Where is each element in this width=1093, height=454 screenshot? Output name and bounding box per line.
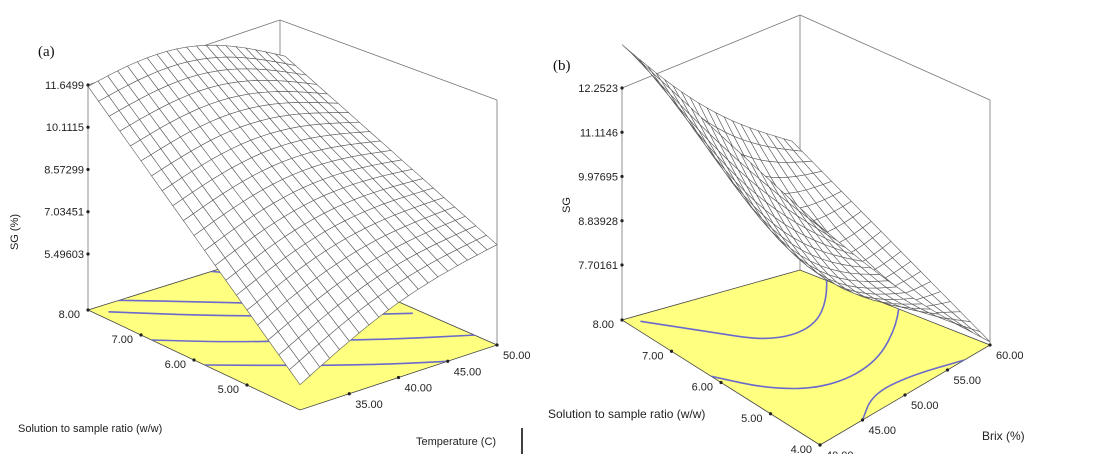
x-tick-label: 40.00 [826,450,854,454]
contour-line [861,359,965,421]
y-tick-label: 5.00 [218,384,239,396]
z-tick-mark [86,210,90,214]
chart-b-z-ticks: 7.70161 8.83928 9.97695 11.1146 12.2523 [578,83,624,272]
chart-a-panel-label: (a) [38,44,55,60]
chart-a-x-axis-label: Temperature (C) [416,436,496,448]
chart-a-y-axis-label: Solution to sample ratio (w/w) [18,423,162,435]
x-tick-mark [347,392,351,396]
z-tick-mark [86,125,90,129]
x-tick-label: 35.00 [355,399,383,411]
chart-a-z-ticks: 5.49603 7.03451 8.57299 10.1115 11.6499 [44,80,90,261]
contour-line [710,288,902,390]
x-tick-label: 40.00 [405,383,433,395]
y-tick-label: 5.00 [741,413,762,425]
x-tick-mark [903,393,907,397]
chart-b-y-ticks: 4.00 5.00 6.00 7.00 8.00 [593,318,822,454]
x-tick-mark [446,359,450,363]
contour-line [640,270,828,340]
chart-b: 7.70161 8.83928 9.97695 11.1146 12.2523 40.0… [548,14,1025,454]
z-tick-mark [86,167,90,172]
chart-b-x-axis-label: Brix (%) [982,429,1025,443]
y-tick-mark [818,443,822,447]
y-tick-mark [719,380,723,385]
x-tick-label: 50.00 [911,400,939,412]
z-tick-label: 11.6499 [45,80,84,92]
x-tick-label: 45.00 [454,366,482,378]
x-tick-mark [396,375,401,380]
x-tick-mark [495,343,499,347]
z-tick-label: 11.1146 [580,127,618,139]
chart-a: 5.49603 7.03451 8.57299 10.1115 11.6499 35.0… [9,19,531,448]
chart-a-surface [87,44,498,386]
z-tick-label: 8.83928 [578,216,618,228]
x-tick-label: 55.00 [954,375,982,387]
y-tick-label: 4.00 [791,444,812,454]
y-tick-mark [669,349,674,353]
x-tick-label: 60.00 [996,350,1024,362]
surface-cell [288,360,311,386]
y-tick-mark [86,308,90,312]
chart-b-surface [621,44,991,343]
z-tick-mark [86,252,90,256]
z-tick-label: 10.1115 [46,122,84,134]
y-tick-mark [139,333,143,337]
z-tick-label: 9.97695 [578,172,618,184]
chart-b-x-ticks: 40.00 45.00 50.00 55.00 60.00 [818,343,1024,454]
chart-b-contours [640,270,965,421]
z-tick-label: 7.70161 [578,260,618,272]
z-tick-mark [620,86,624,90]
x-tick-label: 50.00 [503,350,531,362]
x-tick-label: 45.00 [869,425,897,437]
surface-cell [809,216,829,234]
y-tick-mark [768,412,773,416]
z-tick-mark [620,130,624,134]
chart-a-y-ticks: 5.00 6.00 7.00 8.00 [59,308,249,396]
x-tick-mark [988,343,992,347]
z-tick-mark [620,174,624,179]
z-tick-label: 5.49603 [44,249,84,261]
y-tick-label: 6.00 [165,359,186,371]
chart-a-x-ticks: 35.00 40.00 45.00 50.00 [347,343,531,411]
y-tick-mark [245,383,249,387]
chart-b-panel-label: (b) [553,58,571,74]
y-tick-label: 8.00 [593,319,614,331]
x-tick-mark [860,418,865,422]
y-tick-label: 8.00 [59,309,80,321]
chart-b-y-axis-label: Solution to sample ratio (w/w) [548,407,705,421]
y-tick-mark [192,358,196,362]
z-tick-mark [620,219,624,223]
z-tick-mark [620,263,624,267]
z-tick-mark [86,83,90,87]
x-tick-mark [945,368,950,372]
chart-b-z-axis-label: SG [561,197,573,213]
y-tick-label: 6.00 [692,382,713,394]
z-tick-label: 12.2523 [578,83,618,95]
y-tick-label: 7.00 [112,334,133,346]
z-tick-label: 8.57299 [44,164,84,176]
y-tick-label: 7.00 [642,350,663,362]
y-tick-mark [620,318,624,322]
z-tick-label: 7.03451 [44,207,84,219]
chart-a-z-axis-label: SG (%) [9,214,21,250]
